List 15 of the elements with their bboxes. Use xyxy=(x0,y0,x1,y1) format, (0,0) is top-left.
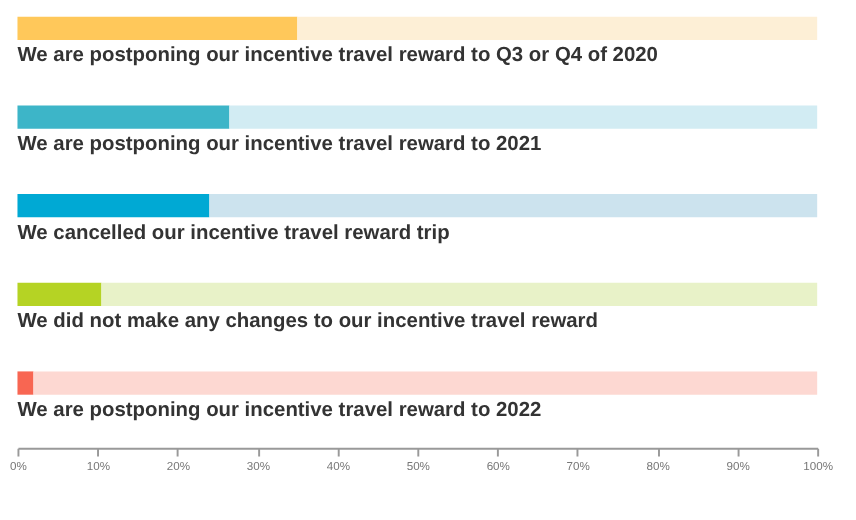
bar xyxy=(229,105,818,129)
y-tick-label: We are postponing our incentive travel reward to Q3 or Q4 of 2020 xyxy=(17,45,659,68)
bar xyxy=(33,371,818,395)
bar xyxy=(17,105,230,129)
y-tick-label: We cancelled our incentive travel reward trip xyxy=(17,222,450,245)
bar xyxy=(209,194,818,218)
bar xyxy=(17,194,210,218)
y-tick-label: We are postponing our incentive travel reward to 2022 xyxy=(17,400,542,423)
bar xyxy=(17,371,34,395)
bar xyxy=(17,16,298,41)
y-tick-label: We are postponing our incentive travel reward to 2021 xyxy=(17,134,542,157)
y-tick-label: We did not make any changes to our incentive travel reward xyxy=(17,311,598,334)
bar xyxy=(101,282,818,307)
bar xyxy=(297,16,818,41)
bar xyxy=(17,282,102,307)
